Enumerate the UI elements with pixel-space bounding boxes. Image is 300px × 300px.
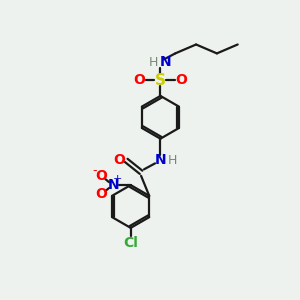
Text: O: O — [95, 187, 107, 201]
Text: H: H — [149, 56, 159, 69]
Text: N: N — [160, 55, 172, 69]
Text: N: N — [154, 153, 166, 167]
Text: O: O — [114, 153, 126, 167]
Text: +: + — [113, 174, 122, 184]
Text: Cl: Cl — [123, 236, 138, 250]
Text: -: - — [93, 164, 97, 177]
Text: O: O — [95, 169, 107, 183]
Text: O: O — [175, 73, 187, 87]
Text: N: N — [108, 178, 119, 192]
Text: H: H — [168, 154, 178, 167]
Text: S: S — [155, 73, 166, 88]
Text: O: O — [134, 73, 146, 87]
